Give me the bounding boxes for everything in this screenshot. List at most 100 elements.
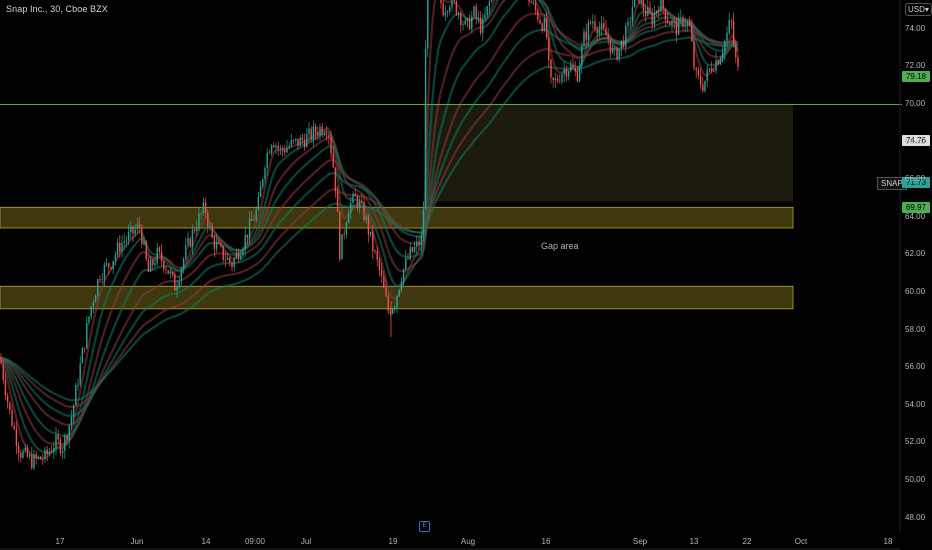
candle-body bbox=[207, 212, 209, 227]
candle-body bbox=[490, 0, 493, 2]
candle-body bbox=[103, 264, 106, 280]
candle-body bbox=[17, 445, 20, 453]
candle-body bbox=[662, 0, 664, 9]
candle-body bbox=[391, 308, 394, 314]
candle-body bbox=[328, 135, 330, 137]
symbol-title: Snap Inc., 30, Cboe BZX bbox=[6, 4, 108, 14]
candle-body bbox=[0, 357, 2, 364]
candle-body bbox=[488, 1, 491, 7]
candle-body bbox=[554, 78, 557, 81]
candle-body bbox=[627, 21, 629, 26]
candle-body bbox=[110, 267, 112, 269]
candle-body bbox=[68, 425, 70, 441]
candle-body bbox=[266, 152, 268, 168]
candle-body bbox=[59, 439, 62, 453]
candle-body bbox=[325, 134, 328, 136]
candle-body bbox=[112, 260, 114, 269]
candle-body bbox=[611, 47, 614, 53]
price-tick-label: 52.00 bbox=[905, 437, 926, 447]
candle-body bbox=[548, 37, 550, 60]
candle-body bbox=[233, 258, 235, 267]
candle-body bbox=[20, 452, 22, 458]
candle-body bbox=[9, 402, 11, 411]
candle-body bbox=[134, 229, 136, 234]
candle-body bbox=[651, 12, 653, 25]
candle-body bbox=[347, 213, 350, 224]
candle-body bbox=[303, 140, 306, 148]
candle-body bbox=[455, 0, 458, 15]
time-tick-label: Jul bbox=[300, 537, 312, 546]
candle-body bbox=[143, 241, 145, 245]
candle-body bbox=[726, 32, 728, 42]
candle-body bbox=[400, 282, 403, 290]
candle-body bbox=[204, 202, 207, 213]
currency-badge[interactable]: USD▾ bbox=[905, 3, 932, 16]
candle-body bbox=[97, 279, 99, 296]
candle-body bbox=[42, 459, 44, 461]
candle-body bbox=[427, 0, 429, 49]
candle-body bbox=[418, 241, 420, 246]
events-icon[interactable]: E bbox=[419, 521, 430, 532]
candle-body bbox=[367, 216, 370, 235]
candle-body bbox=[297, 138, 299, 146]
candle-body bbox=[138, 224, 141, 228]
candle-body bbox=[378, 259, 381, 270]
candle-body bbox=[598, 28, 601, 34]
candle-body bbox=[33, 454, 35, 469]
candle-body bbox=[88, 316, 90, 324]
candle-body bbox=[354, 193, 356, 197]
candle-body bbox=[405, 258, 407, 270]
candle-body bbox=[39, 456, 42, 460]
candle-body bbox=[550, 59, 552, 78]
candle-body bbox=[449, 7, 451, 12]
price-tick-label: 62.00 bbox=[905, 249, 926, 259]
candle-body bbox=[259, 186, 262, 198]
candle-body bbox=[264, 167, 266, 180]
candle-body bbox=[528, 0, 530, 2]
candle-body bbox=[248, 218, 251, 238]
candle-body bbox=[15, 428, 18, 446]
candle-body bbox=[50, 451, 53, 453]
candle-body bbox=[451, 0, 453, 8]
candle-body bbox=[83, 347, 86, 349]
candle-body bbox=[55, 434, 57, 448]
candle-body bbox=[552, 77, 554, 81]
candle-body bbox=[193, 229, 196, 232]
candle-body bbox=[160, 251, 163, 262]
candle-body bbox=[653, 12, 656, 25]
candle-body bbox=[675, 21, 678, 35]
candle-body bbox=[728, 20, 730, 33]
candle-body bbox=[81, 347, 84, 364]
candle-body bbox=[356, 196, 359, 208]
candle-body bbox=[567, 71, 570, 77]
candle-body bbox=[92, 302, 95, 307]
candle-body bbox=[708, 68, 711, 70]
candle-body bbox=[37, 456, 40, 459]
candle-body bbox=[116, 242, 119, 255]
candle-body bbox=[185, 245, 187, 259]
candle-body bbox=[231, 262, 233, 267]
candle-body bbox=[473, 6, 475, 17]
candle-body bbox=[541, 23, 543, 31]
candle-body bbox=[141, 227, 143, 245]
candle-body bbox=[114, 254, 117, 261]
candle-body bbox=[457, 13, 460, 15]
price-tick-label: 60.00 bbox=[905, 286, 926, 296]
candle-body bbox=[699, 75, 702, 85]
time-tick-label: 09:00 bbox=[244, 537, 266, 546]
candle-body bbox=[336, 191, 339, 212]
time-tick-label: 19 bbox=[388, 537, 398, 546]
candle-body bbox=[629, 21, 631, 23]
candle-body bbox=[407, 258, 409, 260]
candle-body bbox=[123, 241, 125, 244]
candle-body bbox=[640, 0, 642, 3]
candle-body bbox=[706, 69, 708, 81]
candle-body bbox=[154, 262, 156, 265]
candle-body bbox=[724, 41, 726, 53]
candle-body bbox=[363, 202, 365, 221]
candle-body bbox=[105, 263, 108, 265]
candle-body bbox=[132, 226, 134, 234]
time-tick-label: Sep bbox=[632, 537, 648, 546]
candle-body bbox=[594, 21, 596, 29]
